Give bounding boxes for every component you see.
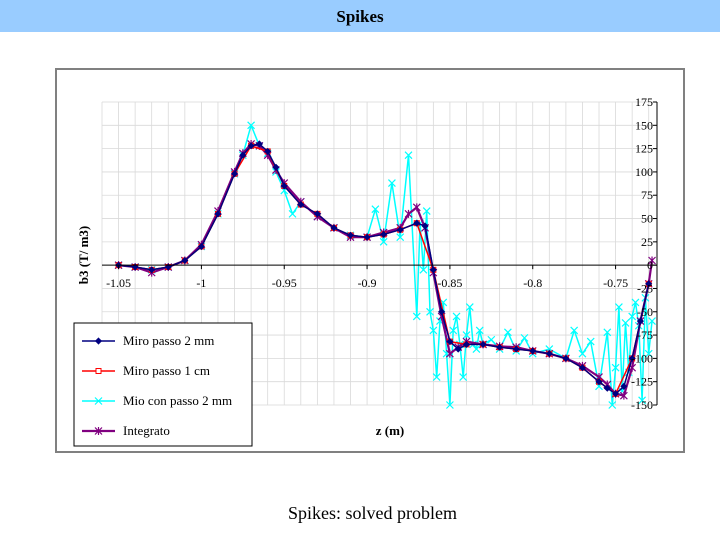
x-tick-label: -1.05 — [106, 276, 131, 290]
legend: Miro passo 2 mm Miro passo 1 cm Mio con pa… — [74, 323, 252, 446]
data-point — [289, 210, 296, 217]
y-tick-label: -150 — [631, 398, 653, 412]
legend-marker-miro-passo-1-cm — [96, 369, 101, 374]
legend-label-integrato: Integrato — [123, 423, 170, 438]
x-tick-label: -0.8 — [523, 276, 542, 290]
y-tick-label: -100 — [631, 351, 653, 365]
y-tick-label: -50 — [637, 305, 653, 319]
legend-label-miro-passo-1-cm: Miro passo 1 cm — [123, 363, 210, 378]
x-tick-label: -0.9 — [358, 276, 377, 290]
x-tick-label: -0.75 — [603, 276, 628, 290]
y-tick-label: 75 — [641, 188, 653, 202]
x-tick-label: -0.85 — [437, 276, 462, 290]
slide-title: Spikes — [0, 0, 720, 32]
x-axis-label: z (m) — [376, 423, 405, 438]
y-tick-label: -125 — [631, 375, 653, 389]
y-tick-label: -75 — [637, 328, 653, 342]
y-axis-label: b3 (T/ m3) — [76, 226, 91, 285]
x-tick-label: -1 — [196, 276, 206, 290]
y-tick-label: 125 — [635, 142, 653, 156]
y-tick-label: 150 — [635, 118, 653, 132]
legend-label-miro-passo-2-mm: Miro passo 2 mm — [123, 333, 214, 348]
chart-frame: -1.05 -1 -0.95 -0.9 -0.85 -0.8 -0.75 175 150 125 1… — [55, 68, 685, 453]
y-tick-label: 50 — [641, 212, 653, 226]
y-tick-label: 25 — [641, 235, 653, 249]
y-tick-label: -25 — [637, 281, 653, 295]
slide-caption: Spikes: solved problem — [0, 503, 720, 524]
data-point — [413, 203, 420, 211]
legend-label-mio-con-passo-2-mm: Mio con passo 2 mm — [123, 393, 232, 408]
data-point — [488, 336, 495, 343]
y-tick-label: 100 — [635, 165, 653, 179]
chart-svg: -1.05 -1 -0.95 -0.9 -0.85 -0.8 -0.75 175 150 125 1… — [57, 70, 683, 451]
y-tick-label: 175 — [635, 95, 653, 109]
x-tick-label: -0.95 — [272, 276, 297, 290]
y-tick-label: 0 — [647, 258, 653, 272]
